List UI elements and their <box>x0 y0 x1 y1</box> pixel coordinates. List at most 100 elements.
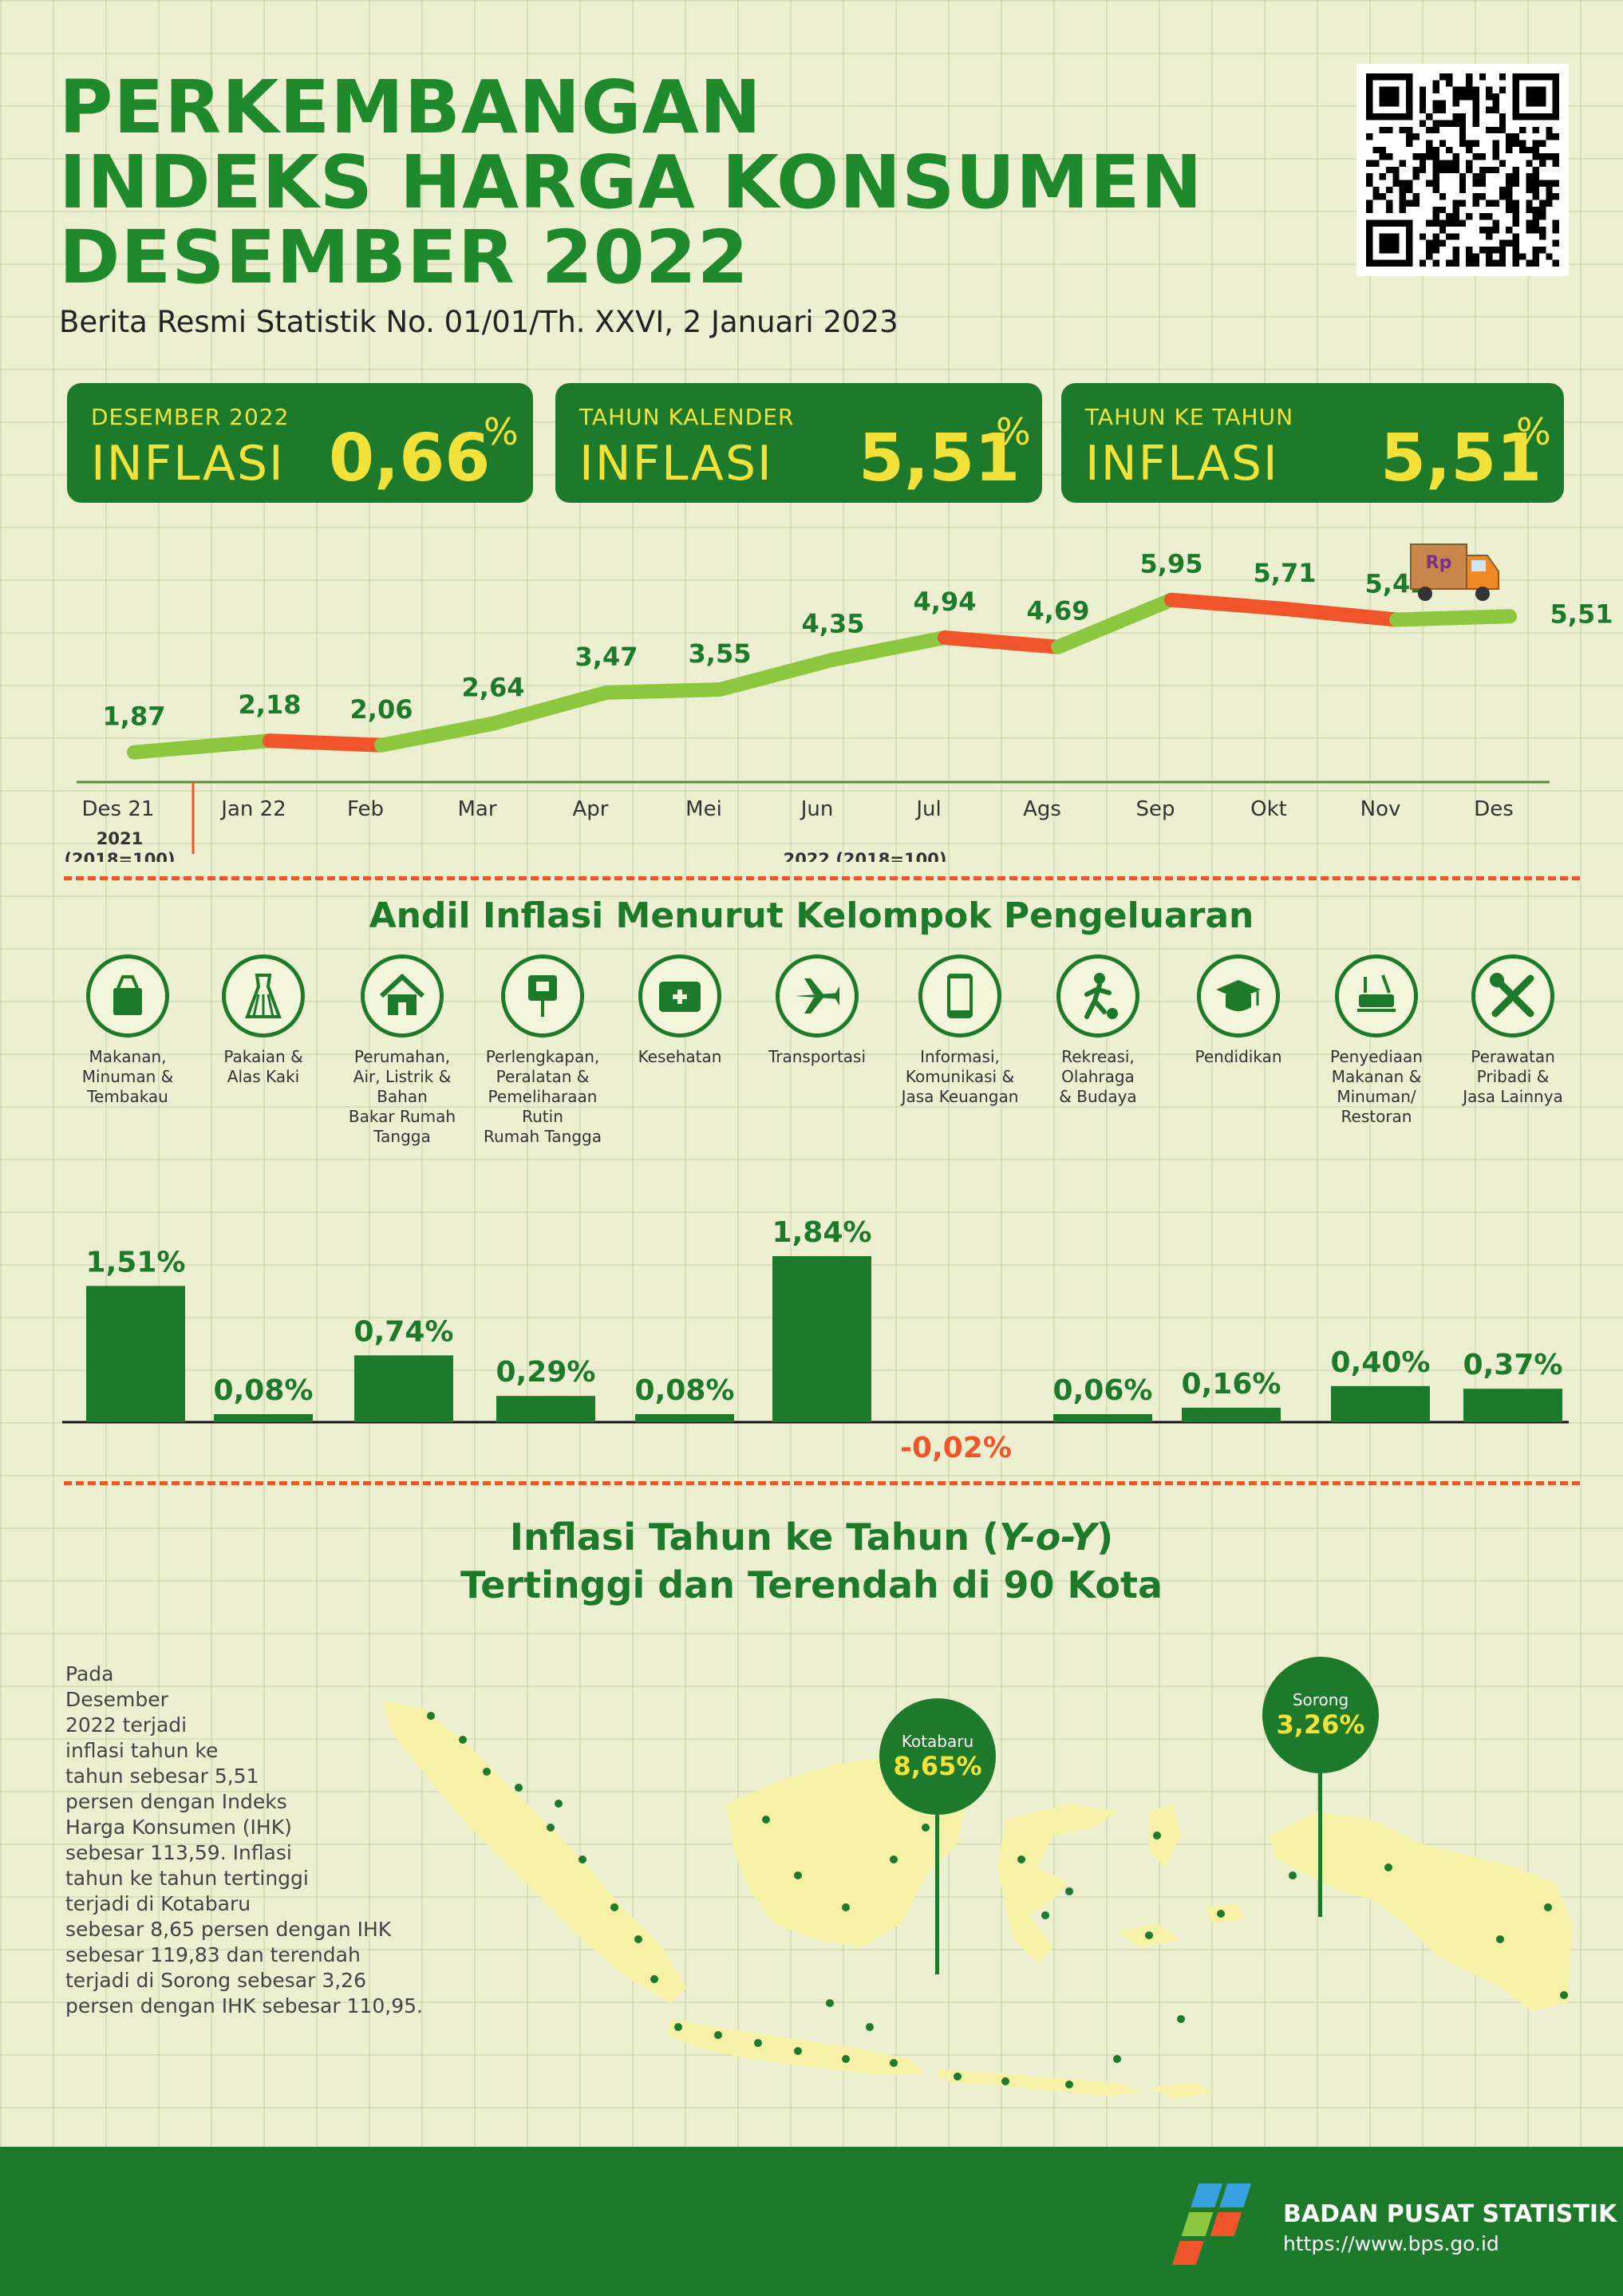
card-label: TAHUN KE TAHUN <box>1085 404 1294 430</box>
city-dot <box>890 2059 898 2067</box>
footer-url[interactable]: https://www.bps.go.id <box>1283 2232 1499 2255</box>
city-dot <box>754 2039 762 2047</box>
truck-label: Rp <box>1426 553 1452 573</box>
bar-value-label: -0,02% <box>900 1432 1012 1464</box>
map-land <box>383 1701 1572 2099</box>
pin-stem <box>935 1815 939 1974</box>
category-item: Rekreasi, Olahraga & Budaya <box>1030 954 1166 1107</box>
category-label: Perawatan Pribadi & Jasa Lainnya <box>1463 1047 1563 1106</box>
bar <box>1331 1385 1430 1422</box>
section-divider <box>64 1481 1580 1485</box>
paragraph-line: 2022 terjadi <box>65 1713 188 1737</box>
city-dots <box>427 1712 1568 2089</box>
pin-value: 3,26% <box>1276 1709 1365 1740</box>
category-item: Transportasi <box>749 954 885 1067</box>
line-segment <box>713 652 840 697</box>
city-dot <box>1065 1887 1073 1895</box>
city-dot <box>1177 2015 1185 2023</box>
city-dot <box>1001 2077 1009 2085</box>
smartphone-icon <box>918 954 1001 1037</box>
qr-code[interactable] <box>1356 64 1569 276</box>
year-note-2021: 2021 <box>97 829 143 848</box>
paragraph-line: persen dengan IHK sebesar 110,95. <box>65 1994 423 2017</box>
city-dot <box>1041 1911 1049 1919</box>
data-label: 3,47 <box>575 642 638 672</box>
category-label: Perlengkapan, Peralatan & Pemeliharaan R… <box>484 1047 602 1146</box>
category-item: Pendidikan <box>1171 954 1306 1067</box>
line-segment <box>599 682 727 700</box>
data-label: 3,55 <box>689 638 752 669</box>
bar <box>354 1355 453 1422</box>
category-item: Makanan, Minuman & Tembakau <box>60 954 195 1107</box>
football-player-icon <box>1056 954 1139 1037</box>
section-divider <box>64 876 1580 880</box>
line-segment <box>1389 609 1517 627</box>
x-tick-label: Jun <box>800 797 834 821</box>
x-tick-label: Okt <box>1250 797 1287 821</box>
city-dot <box>579 1855 586 1863</box>
bar-value-label: 0,08% <box>635 1374 735 1407</box>
bar-value-label: 0,06% <box>1053 1374 1153 1407</box>
data-label: 4,35 <box>802 609 865 639</box>
category-label: Rekreasi, Olahraga & Budaya <box>1059 1047 1137 1106</box>
city-dot <box>1384 1863 1392 1871</box>
city-dot <box>794 1871 802 1879</box>
bar <box>214 1414 313 1422</box>
paragraph-line: Desember <box>65 1688 168 1711</box>
pin-circle: Sorong 3,26% <box>1262 1657 1379 1773</box>
city-dot <box>866 2023 874 2031</box>
city-dot <box>1065 2081 1073 2089</box>
bar <box>496 1396 595 1422</box>
city-dot <box>459 1736 467 1744</box>
paragraph-line: sebesar 113,59. Inflasi <box>65 1841 292 1864</box>
line-segment <box>826 630 952 667</box>
card-unit: % <box>996 410 1031 453</box>
card-word: INFLASI <box>1085 436 1279 492</box>
data-label: 2,64 <box>462 673 525 703</box>
bps-logo-icon <box>1171 2183 1252 2265</box>
pin-circle: Kotabaru 8,65% <box>879 1698 996 1815</box>
city-dot <box>610 1903 618 1911</box>
city-dot <box>1153 1832 1161 1840</box>
bar <box>1182 1407 1281 1422</box>
data-label: 4,69 <box>1027 596 1090 626</box>
graduation-cap-icon <box>1197 954 1280 1037</box>
city-dot <box>714 2031 722 2039</box>
tools-icon <box>1471 954 1554 1037</box>
x-tick-label: Des <box>1474 797 1514 821</box>
line-segment <box>127 733 277 760</box>
data-label: 5,51 <box>1550 599 1613 629</box>
bar <box>772 1256 871 1422</box>
bar-value-label: 0,29% <box>496 1356 596 1389</box>
bar-value-label: 0,08% <box>214 1374 314 1407</box>
paragraph-line: inflasi tahun ke <box>65 1739 219 1762</box>
card-unit: % <box>1516 410 1551 453</box>
title-line-1: PERKEMBANGAN <box>59 65 762 150</box>
pin-city: Sorong <box>1292 1690 1349 1709</box>
year-note-2022: 2022 (2018=100) <box>784 850 947 862</box>
card-value: 5,51 <box>859 421 1021 496</box>
category-item: Kesehatan <box>612 954 748 1067</box>
category-item: Perumahan, Air, Listrik & Bahan Bakar Ru… <box>334 954 470 1147</box>
category-label: Pendidikan <box>1195 1047 1282 1066</box>
paragraph-line: sebesar 8,65 persen dengan IHK <box>65 1918 392 1941</box>
x-tick-label: Feb <box>347 797 384 821</box>
airplane-icon <box>776 954 859 1037</box>
yoy-title-line-1: Inflasi Tahun ke Tahun (Y-o-Y) <box>509 1516 1114 1559</box>
x-tick-label: Des 21 <box>82 797 155 821</box>
city-dot <box>674 2023 682 2031</box>
page-title: PERKEMBANGAN INDEKS HARGA KONSUMEN DESEM… <box>59 70 1336 295</box>
bar-value-label: 1,51% <box>86 1246 186 1278</box>
category-item: Pakaian & Alas Kaki <box>195 954 331 1087</box>
line-segment <box>1164 592 1292 616</box>
bar <box>1053 1414 1152 1422</box>
category-item: Perlengkapan, Peralatan & Pemeliharaan R… <box>475 954 610 1147</box>
city-dot <box>650 1975 658 1983</box>
city-dot <box>547 1824 555 1832</box>
pin-lowest-sorong: Sorong 3,26% <box>1262 1657 1379 1917</box>
city-dot <box>1017 1855 1025 1863</box>
city-dot <box>515 1784 523 1792</box>
bar <box>635 1414 734 1422</box>
title-line-2: INDEKS HARGA KONSUMEN <box>59 140 1203 225</box>
house-icon <box>361 954 444 1037</box>
